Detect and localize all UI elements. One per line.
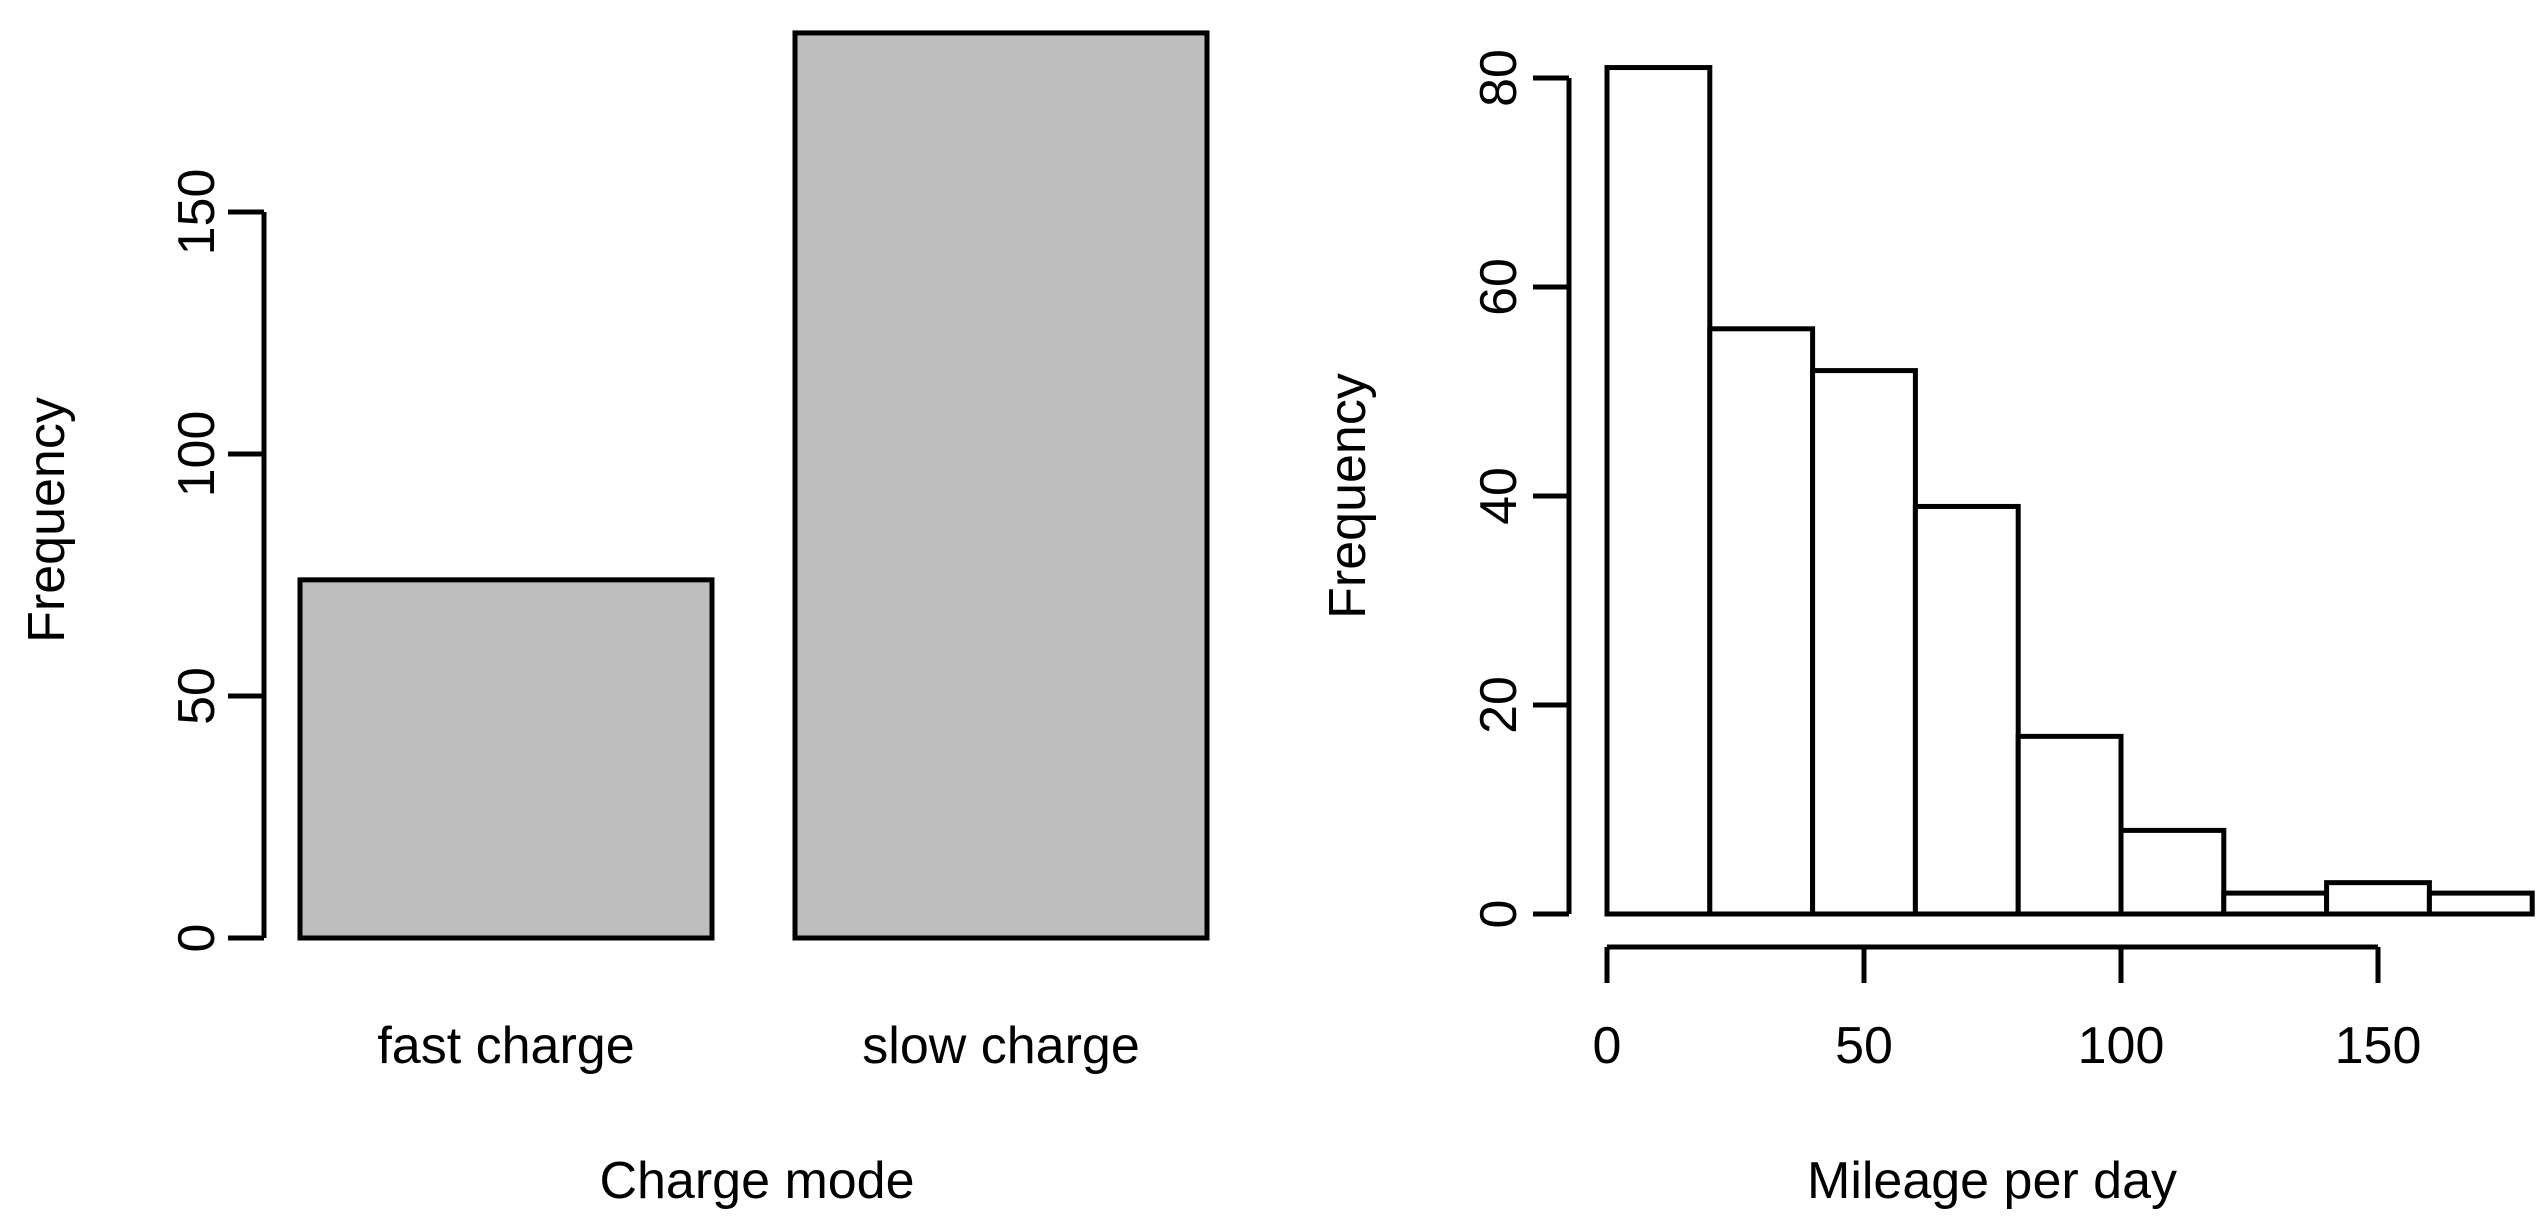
histogram-mileage-per-day: 0 20 40 60 80 Frequency 0 50 100 150 Mileage per d… <box>1319 49 2535 1210</box>
x-tick-label: 150 <box>2335 1017 2422 1075</box>
histogram-bar <box>2324 880 2432 917</box>
x-category-label: fast charge <box>377 1017 634 1075</box>
y-tick-label: 0 <box>168 924 226 953</box>
y-tick-label: 60 <box>1470 258 1528 316</box>
histogram-bar <box>2426 890 2535 917</box>
x-category-label: slow charge <box>862 1017 1139 1075</box>
y-tick-label: 40 <box>1470 467 1528 525</box>
histogram-bar <box>1912 503 2021 917</box>
x-tick-label: 50 <box>1835 1017 1893 1075</box>
histogram-bar <box>1810 368 1918 917</box>
histogram-bar <box>2015 733 2124 917</box>
y-tick-label: 0 <box>1470 900 1528 929</box>
y-axis-label: Frequency <box>1319 373 1377 619</box>
bar <box>297 577 715 941</box>
y-tick-label: 20 <box>1470 676 1528 734</box>
bar <box>792 30 1210 941</box>
y-tick-label: 80 <box>1470 49 1528 107</box>
y-tick-label: 100 <box>168 411 226 498</box>
histogram-bar <box>1604 65 1713 917</box>
histogram-bar <box>2221 890 2330 917</box>
x-tick-label: 100 <box>2078 1017 2165 1075</box>
y-tick-label: 50 <box>168 667 226 725</box>
x-axis-label: Charge mode <box>599 1152 914 1210</box>
x-tick-label: 0 <box>1593 1017 1622 1075</box>
y-axis-label: Frequency <box>18 397 76 643</box>
x-axis-label: Mileage per day <box>1807 1152 2177 1210</box>
histogram-bar <box>2118 827 2227 917</box>
y-tick-label: 150 <box>168 169 226 256</box>
histogram-bar <box>1707 326 1816 917</box>
bar-chart-charge-mode: 0 50 100 150 Frequency fast charge slow charge… <box>18 30 1210 1210</box>
